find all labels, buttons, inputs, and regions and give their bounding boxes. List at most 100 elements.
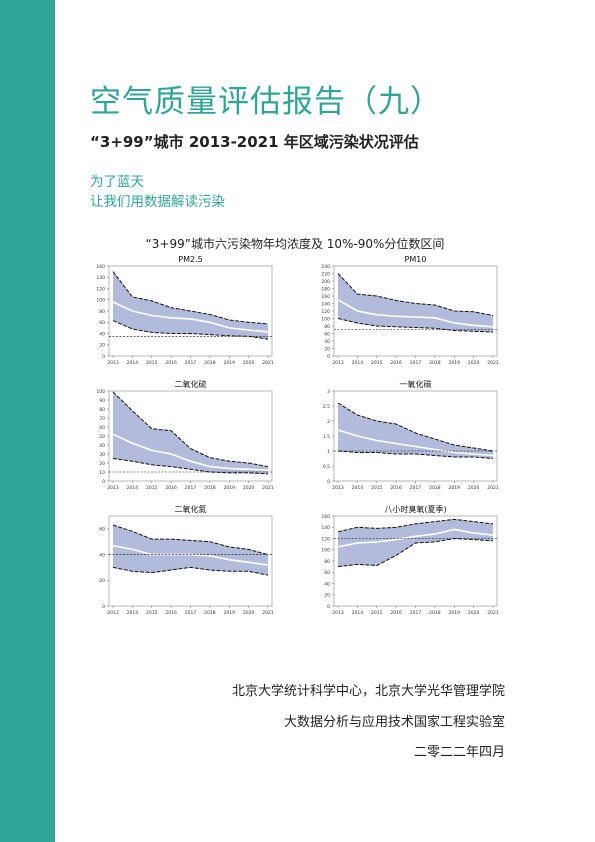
x-tick-label: 2013: [107, 610, 119, 616]
x-tick-label: 2014: [127, 610, 139, 616]
y-tick-label: 120: [321, 536, 330, 542]
y-tick-label: 120: [321, 309, 330, 315]
x-tick-label: 2016: [165, 485, 177, 491]
quantile-band: [113, 271, 268, 340]
x-tick-label: 2021: [262, 485, 274, 491]
x-tick-label: 2021: [487, 610, 499, 616]
x-tick-label: 2016: [390, 360, 402, 366]
chart-title: 一氧化碳: [400, 379, 432, 389]
x-tick-label: 2019: [224, 610, 236, 616]
y-tick-label: 2.5: [323, 404, 330, 410]
y-tick-label: 40: [324, 581, 330, 587]
y-tick-label: 0: [327, 479, 330, 485]
y-tick-label: 0.5: [323, 464, 330, 470]
x-tick-label: 2021: [487, 360, 499, 366]
x-tick-label: 2018: [429, 360, 441, 366]
lower-10pct-line: [337, 537, 494, 568]
x-tick-label: 2021: [262, 360, 274, 366]
x-tick-label: 2021: [487, 485, 499, 491]
y-tick-label: 20: [324, 593, 330, 599]
mean-line: [112, 433, 269, 471]
x-tick-label: 2014: [352, 360, 364, 366]
x-tick-label: 2019: [449, 485, 461, 491]
x-tick-label: 2020: [243, 360, 255, 366]
x-tick-label: 2018: [429, 485, 441, 491]
y-tick-label: 220: [321, 271, 330, 277]
x-tick-label: 2020: [243, 610, 255, 616]
x-tick-label: 2016: [390, 485, 402, 491]
tagline-line-1: 为了蓝天: [90, 174, 144, 190]
x-tick-label: 2016: [390, 610, 402, 616]
y-tick-label: 180: [321, 286, 330, 292]
quantile-band: [113, 525, 268, 576]
y-tick-label: 20: [99, 578, 105, 584]
mean-line: [112, 301, 269, 333]
x-tick-label: 2015: [371, 610, 383, 616]
x-tick-label: 2017: [185, 485, 197, 491]
chart-title: PM10: [405, 255, 427, 264]
y-tick-label: 60: [324, 570, 330, 576]
tagline-line-2: 让我们用数据解读污染: [90, 194, 225, 210]
lower-10pct-line: [112, 566, 269, 576]
x-tick-label: 2019: [224, 485, 236, 491]
y-tick-label: 140: [96, 275, 105, 281]
x-tick-label: 2013: [332, 360, 344, 366]
lower-10pct-line: [337, 318, 494, 333]
y-tick-label: 20: [99, 461, 105, 467]
y-tick-label: 0: [102, 479, 105, 485]
x-tick-label: 2013: [332, 610, 344, 616]
x-tick-label: 2013: [107, 485, 119, 491]
x-tick-label: 2014: [127, 360, 139, 366]
y-tick-label: 200: [321, 279, 330, 285]
chart-title: 八小时臭氧(夏季): [384, 504, 446, 514]
y-tick-label: 80: [99, 309, 105, 315]
x-tick-label: 2018: [204, 360, 216, 366]
x-tick-label: 2019: [449, 360, 461, 366]
side-accent-bar: [0, 0, 55, 842]
x-tick-label: 2018: [429, 610, 441, 616]
x-tick-label: 2015: [371, 485, 383, 491]
y-tick-label: 0: [327, 354, 330, 360]
y-tick-label: 80: [324, 324, 330, 330]
x-tick-label: 2019: [224, 360, 236, 366]
y-tick-label: 60: [99, 425, 105, 431]
x-tick-label: 2016: [165, 610, 177, 616]
y-tick-label: 30: [99, 452, 105, 458]
lower-10pct-line: [337, 450, 494, 459]
x-tick-label: 2014: [127, 485, 139, 491]
lower-10pct-line: [112, 458, 269, 475]
x-tick-label: 2017: [410, 360, 422, 366]
x-tick-label: 2020: [468, 360, 480, 366]
footer-institution: 北京大学统计科学中心，北京大学光华管理学院: [231, 684, 505, 699]
y-tick-label: 140: [321, 525, 330, 531]
y-tick-label: 120: [96, 286, 105, 292]
figure-title: “3+99”城市六污染物年均浓度及 10%-90%分位数区间: [145, 237, 445, 251]
y-tick-label: 40: [99, 331, 105, 337]
upper-90pct-line: [337, 273, 494, 316]
y-tick-label: 0: [102, 604, 105, 610]
chart-panel: 二氧化硫 0 10 20 30 40 50 60 70 80 90 100 2013 2014 2015 20…: [96, 379, 273, 491]
y-tick-label: 2: [327, 419, 330, 425]
x-tick-label: 2015: [146, 485, 158, 491]
y-tick-label: 100: [96, 298, 105, 304]
y-tick-label: 80: [324, 559, 330, 565]
x-tick-label: 2016: [165, 360, 177, 366]
x-tick-label: 2017: [410, 485, 422, 491]
y-tick-label: 10: [99, 470, 105, 476]
y-tick-label: 3: [327, 389, 330, 395]
quantile-band: [338, 273, 493, 332]
y-tick-label: 40: [99, 443, 105, 449]
upper-90pct-line: [337, 402, 494, 452]
x-tick-label: 2017: [410, 610, 422, 616]
mean-line: [337, 299, 494, 328]
x-tick-label: 2015: [146, 610, 158, 616]
chart-panel: 八小时臭氧(夏季) 0 20 40 60 80 100 120 140 160 2013 2014 20…: [321, 504, 498, 616]
x-tick-label: 2013: [107, 360, 119, 366]
x-tick-label: 2018: [204, 610, 216, 616]
x-tick-label: 2019: [449, 610, 461, 616]
report-title: 空气质量评估报告（九）: [90, 84, 442, 120]
y-tick-label: 40: [99, 552, 105, 558]
mean-line: [337, 429, 494, 457]
chart-title: 二氧化硫: [175, 379, 207, 389]
